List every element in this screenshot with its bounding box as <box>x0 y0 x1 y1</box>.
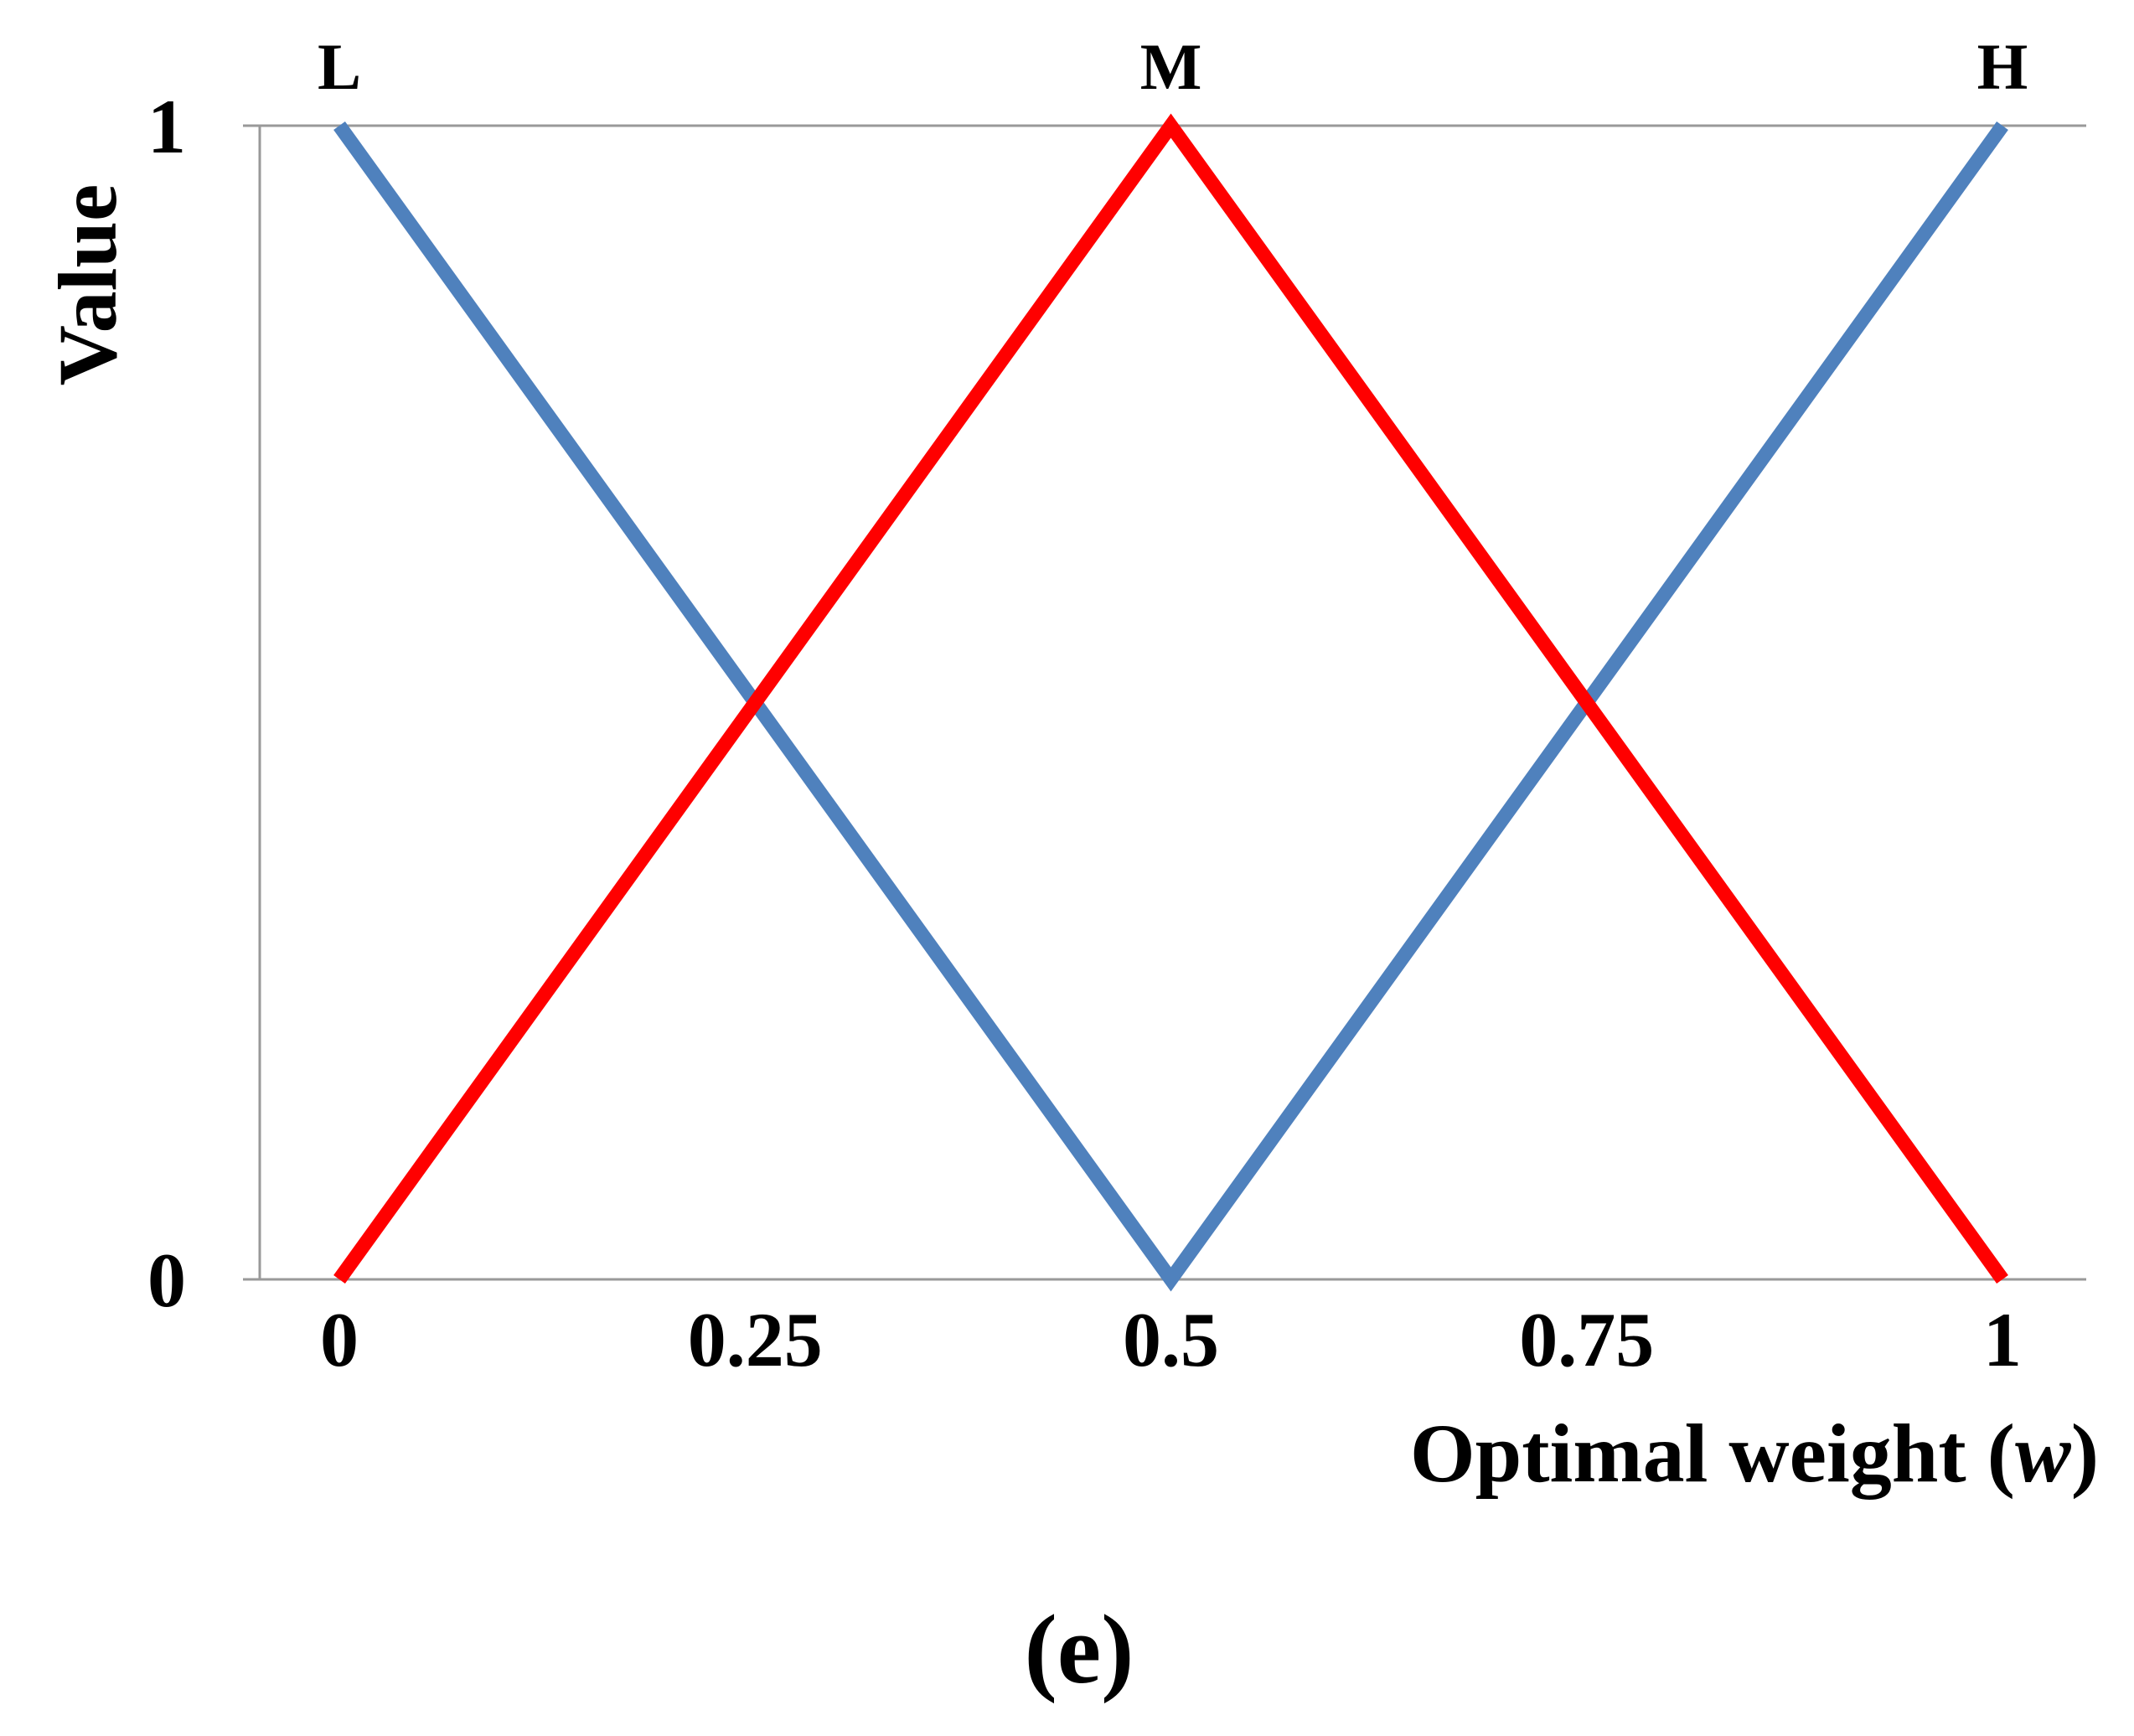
x-tick-label: 1 <box>1983 1297 2022 1382</box>
y-tick-label: 1 <box>147 84 186 169</box>
x-tick-label: 0.75 <box>1519 1297 1654 1382</box>
series-line-1 <box>333 121 2008 1292</box>
labels: 0 0.25 0.5 0.75 1 0 1 L M H <box>147 30 2028 1382</box>
peak-label: H <box>1977 30 2028 103</box>
series-layer <box>333 113 2008 1292</box>
peak-label: L <box>318 30 361 103</box>
axes <box>243 124 2086 1281</box>
panel-label: (e) <box>1025 1594 1134 1704</box>
y-tick-label: 0 <box>147 1237 186 1323</box>
series-line-2 <box>333 113 2008 1284</box>
x-axis-label: Optimal weight (w) <box>1410 1407 2099 1500</box>
x-tick-label: 0.25 <box>688 1297 823 1382</box>
x-tick-label: 0.5 <box>1123 1297 1219 1382</box>
peak-label: M <box>1140 30 1202 103</box>
y-axis-label: Value <box>41 184 134 386</box>
x-tick-label: 0 <box>320 1297 359 1382</box>
